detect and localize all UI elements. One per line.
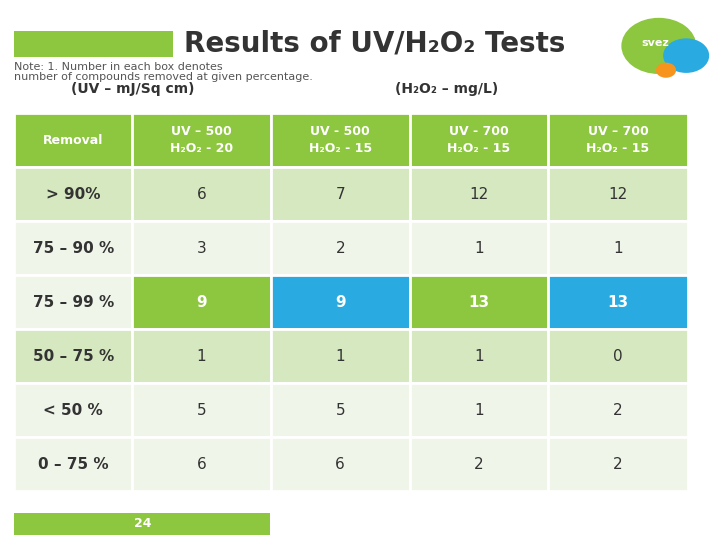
Text: 12: 12 <box>608 187 628 202</box>
Text: 1: 1 <box>474 241 484 256</box>
Text: 2: 2 <box>613 457 623 472</box>
Text: (UV – mJ/Sq cm): (UV – mJ/Sq cm) <box>71 82 195 96</box>
Text: 1: 1 <box>474 403 484 418</box>
Text: 1: 1 <box>613 241 623 256</box>
Text: 9: 9 <box>335 295 346 310</box>
Text: 6: 6 <box>197 457 207 472</box>
Text: svez: svez <box>642 38 669 48</box>
Text: 1: 1 <box>336 349 345 364</box>
Text: 13: 13 <box>608 295 629 310</box>
Text: 0 – 75 %: 0 – 75 % <box>38 457 109 472</box>
Text: UV – 500
H₂O₂ - 20: UV – 500 H₂O₂ - 20 <box>170 125 233 156</box>
Text: 5: 5 <box>197 403 207 418</box>
Text: 75 – 99 %: 75 – 99 % <box>32 295 114 310</box>
Text: 6: 6 <box>197 187 207 202</box>
Text: 75 – 90 %: 75 – 90 % <box>32 241 114 256</box>
Text: 1: 1 <box>197 349 207 364</box>
Text: 0: 0 <box>613 349 623 364</box>
Text: 6: 6 <box>336 457 345 472</box>
Text: UV – 700
H₂O₂ - 15: UV – 700 H₂O₂ - 15 <box>586 125 649 156</box>
Text: 2: 2 <box>336 241 345 256</box>
Text: Removal: Removal <box>43 134 104 147</box>
Text: 3: 3 <box>197 241 207 256</box>
Text: UV - 500
H₂O₂ - 15: UV - 500 H₂O₂ - 15 <box>309 125 372 156</box>
Text: 2: 2 <box>474 457 484 472</box>
Text: 2: 2 <box>613 403 623 418</box>
Text: Results of UV/H₂O₂ Tests: Results of UV/H₂O₂ Tests <box>184 30 565 58</box>
Text: 7: 7 <box>336 187 345 202</box>
Text: 24: 24 <box>133 517 151 530</box>
Text: 13: 13 <box>468 295 490 310</box>
Text: 50 – 75 %: 50 – 75 % <box>32 349 114 364</box>
Text: 9: 9 <box>197 295 207 310</box>
Text: Note: 1. Number in each box denotes: Note: 1. Number in each box denotes <box>14 63 223 72</box>
Text: number of compounds removed at given percentage.: number of compounds removed at given per… <box>14 72 313 82</box>
Text: 5: 5 <box>336 403 345 418</box>
Text: 12: 12 <box>469 187 489 202</box>
Text: > 90%: > 90% <box>46 187 101 202</box>
Text: < 50 %: < 50 % <box>43 403 103 418</box>
Text: 1: 1 <box>474 349 484 364</box>
Text: UV - 700
H₂O₂ - 15: UV - 700 H₂O₂ - 15 <box>447 125 510 156</box>
Text: (H₂O₂ – mg/L): (H₂O₂ – mg/L) <box>395 82 498 96</box>
